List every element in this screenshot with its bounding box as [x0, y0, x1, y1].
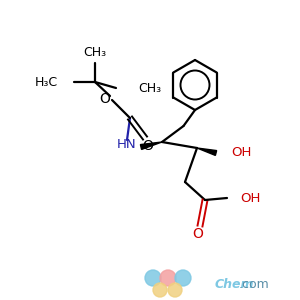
Text: HN: HN	[117, 139, 137, 152]
Text: Chem: Chem	[215, 278, 254, 290]
Text: OH: OH	[240, 191, 260, 205]
Polygon shape	[140, 142, 162, 149]
Text: O: O	[193, 227, 203, 241]
Circle shape	[168, 283, 182, 297]
Text: CH₃: CH₃	[83, 46, 106, 59]
Text: .com: .com	[239, 278, 270, 290]
Text: CH₃: CH₃	[138, 82, 161, 94]
Circle shape	[153, 283, 167, 297]
Text: OH: OH	[231, 146, 251, 158]
Polygon shape	[197, 148, 217, 155]
Text: H₃C: H₃C	[34, 76, 58, 88]
Circle shape	[175, 270, 191, 286]
Text: O: O	[100, 92, 110, 106]
Text: O: O	[142, 139, 153, 153]
Circle shape	[145, 270, 161, 286]
Circle shape	[160, 270, 176, 286]
